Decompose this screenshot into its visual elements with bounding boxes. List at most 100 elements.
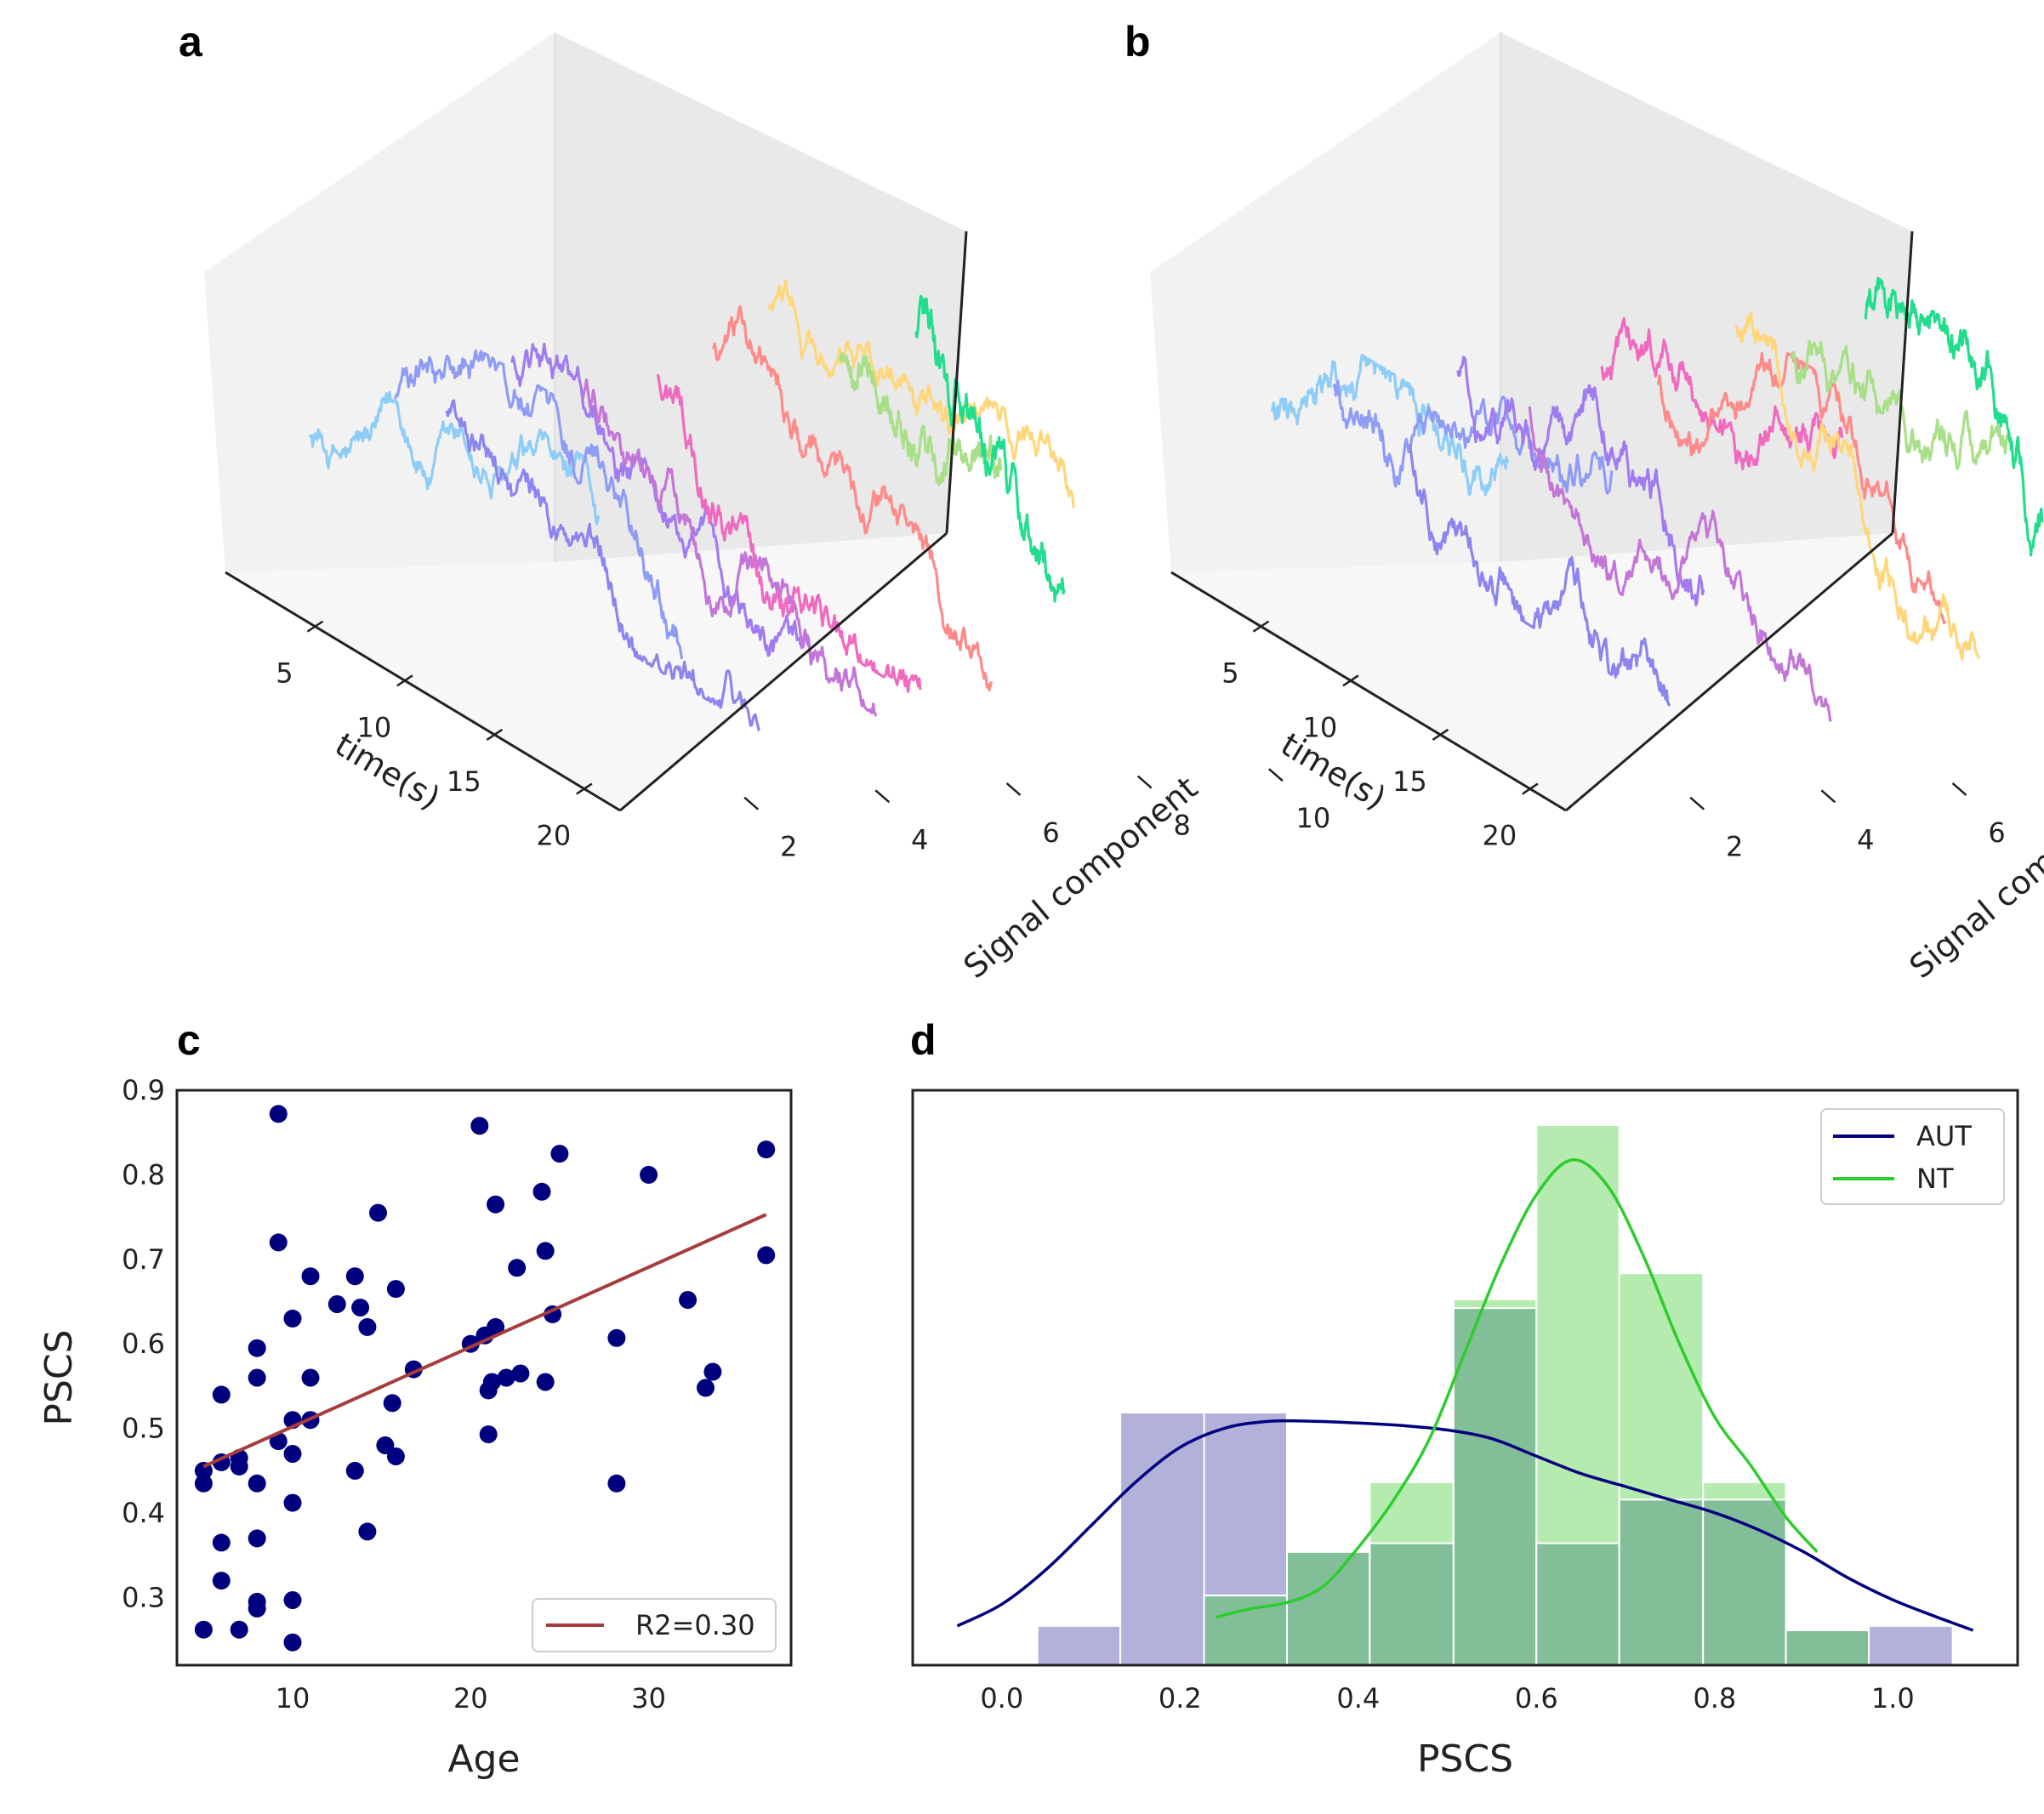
plot-frame (175, 1089, 793, 1667)
x-tick-label: 1.0 (1871, 1682, 1915, 1714)
scatter-point (508, 1259, 527, 1277)
x-tick (396, 674, 413, 687)
signal-trace-2 (1332, 379, 1614, 495)
scatter-point (230, 1620, 248, 1639)
y-tick-label: 0.9 (122, 1074, 165, 1106)
scatter-point (301, 1368, 320, 1387)
scatter-point (283, 1445, 302, 1463)
scatter-point (697, 1379, 715, 1397)
chart-d-histogram: 0.0 0.2 0.4 0.6 0.8 1.0 PSCS AUT NT (911, 1089, 2019, 1781)
scatter-point (301, 1267, 320, 1286)
x-tick-label: 0.6 (1515, 1682, 1558, 1714)
x-tick-label: 10 (357, 711, 392, 743)
x-tick-label: 20 (1482, 820, 1517, 852)
x-tick-label: 10 (276, 1682, 310, 1714)
signal-trace-9 (839, 352, 1003, 486)
y-tick-label: 0.7 (122, 1243, 165, 1276)
scatter-point (358, 1317, 377, 1336)
x-tick-label: 0.0 (980, 1682, 1023, 1714)
legend-label-fit: R2=0.30 (635, 1609, 755, 1641)
hist-bar-overlap (1785, 1629, 1870, 1666)
left-pane (204, 32, 555, 572)
fit-line (202, 1213, 767, 1469)
y-tick (743, 796, 760, 810)
y-tick-label: 2 (780, 831, 797, 863)
y-axis-label: Signal component (957, 769, 1205, 986)
chart-c-scatter: 10 20 30 0.3 0.4 0.5 0.6 0.7 0.8 0.9 Age PSCS R2=0.3… (37, 1074, 793, 1781)
signal-trace-5 (580, 378, 878, 717)
scatter-point (536, 1373, 555, 1391)
floor-pane (225, 533, 947, 810)
y-tick (1820, 789, 1836, 804)
y-tick-label: 8 (1174, 810, 1191, 842)
y-tick-label: 10 (1296, 802, 1331, 834)
x-axis-line (1170, 571, 1567, 812)
scatter-point (536, 1242, 555, 1260)
y-axis-line (619, 532, 948, 812)
scatter-point (757, 1246, 776, 1265)
scatter-point (248, 1599, 266, 1618)
signal-trace-10 (1864, 276, 2044, 557)
x-tick-label: 0.8 (1693, 1682, 1736, 1714)
scatter-point (386, 1447, 405, 1465)
signal-trace-4 (1456, 355, 1705, 606)
scatter-point (283, 1493, 302, 1512)
scatter-point (383, 1394, 401, 1413)
y-tick-label: 0.8 (122, 1158, 165, 1191)
scatter-point (470, 1117, 489, 1135)
scatter-point (230, 1457, 248, 1476)
scatter-point (607, 1328, 626, 1347)
z-axis-line (1891, 230, 1914, 534)
scatter-point (345, 1461, 364, 1480)
left-pane (1150, 32, 1500, 572)
legend-box (1820, 1108, 2005, 1205)
scatter-point (269, 1105, 288, 1123)
hist-bar-overlap (1535, 1542, 1620, 1666)
signal-trace-4 (510, 343, 814, 666)
scatter-point (283, 1633, 302, 1652)
x-tick-label: 5 (276, 657, 293, 690)
signal-trace-10 (914, 294, 1066, 603)
signal-trace-1 (1270, 354, 1510, 497)
x-tick-label: 10 (1303, 711, 1338, 743)
y-tick (1136, 775, 1153, 789)
scatter-point (283, 1591, 302, 1609)
signal-trace-7 (1656, 352, 1947, 625)
x-tick-label: 20 (453, 1682, 488, 1714)
x-tick (1252, 620, 1270, 633)
x-axis-label: Age (447, 1737, 520, 1781)
scatter-point (386, 1280, 405, 1299)
y-tick (1689, 796, 1705, 810)
y-tick (1005, 782, 1022, 796)
scatter-point (212, 1572, 231, 1590)
scatter-point (497, 1368, 515, 1387)
scatter-point (283, 1309, 302, 1328)
kde-curve-nt (1215, 1158, 1819, 1619)
scatter-point (482, 1373, 501, 1391)
hist-bar-overlap (1203, 1595, 1288, 1666)
x-tick-label: 5 (1221, 657, 1238, 690)
y-tick-label: 0.3 (122, 1581, 165, 1613)
x-tick (576, 782, 593, 795)
panel-label-a: a (179, 18, 203, 65)
scatter-point (248, 1474, 266, 1493)
y-axis-label: Signal component (1903, 769, 2044, 986)
x-tick-label: 0.2 (1159, 1682, 1202, 1714)
hist-bar-aut (1868, 1624, 1954, 1667)
x-tick-label: 15 (447, 765, 481, 798)
scatter-point (358, 1522, 377, 1541)
signal-trace-7 (712, 304, 994, 692)
panel-label-b: b (1124, 18, 1151, 65)
hist-bar-aut (1036, 1624, 1122, 1667)
y-tick (874, 789, 891, 804)
y-tick (1268, 768, 1284, 782)
scatter-point (607, 1474, 626, 1493)
scatter-point (327, 1295, 346, 1313)
scatter-point (757, 1140, 776, 1159)
panel-label-d: d (910, 1016, 937, 1064)
y-axis-label: PSCS (37, 1329, 81, 1425)
signal-trace-5 (1528, 406, 1832, 723)
scatter-point (640, 1165, 658, 1184)
x-axis-line (225, 571, 621, 812)
